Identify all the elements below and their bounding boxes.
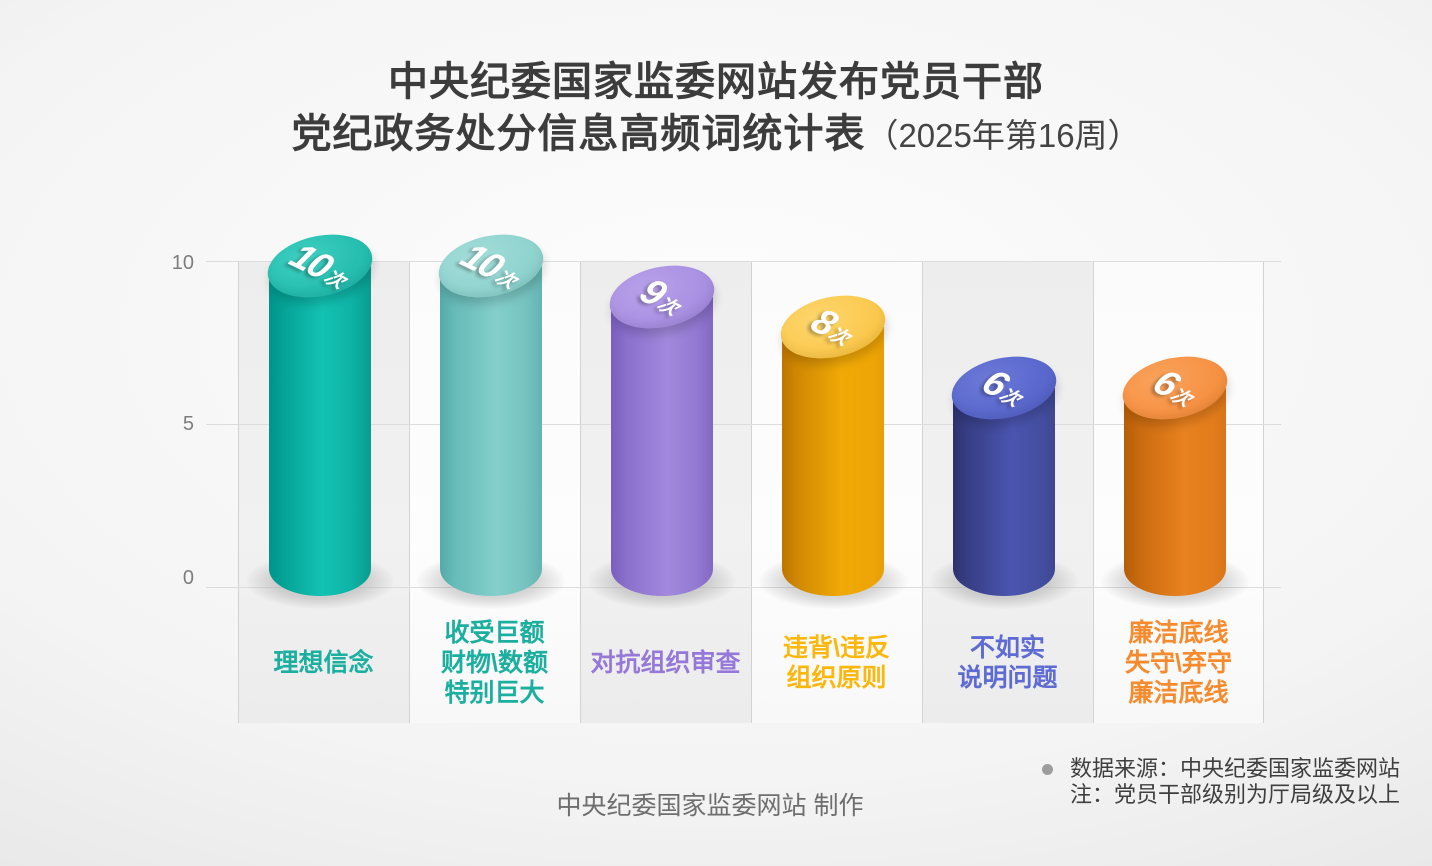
bar-value: 10次 (453, 236, 529, 297)
bar-value: 9次 (632, 271, 691, 324)
footer-credit: 中央纪委国家监委网站 制作 (556, 792, 864, 820)
cylinder-body (440, 266, 542, 596)
bullet-icon (1042, 764, 1053, 775)
gridline-10 (206, 261, 1281, 262)
cylinder-body (782, 327, 884, 596)
cylinder-body (1124, 388, 1226, 596)
cylinder-body (611, 297, 713, 596)
cylinder-body (953, 388, 1055, 596)
cylinder-body (269, 266, 371, 596)
y-axis-tick-10: 10 (171, 252, 194, 274)
title-period: （2025年第16周） (865, 117, 1141, 154)
y-axis-tick-0: 0 (182, 567, 194, 589)
category-label-6: 廉洁底线 失守\弃守 廉洁底线 (1125, 619, 1232, 707)
bar-value: 10次 (282, 236, 358, 297)
gridline-5 (206, 424, 1281, 425)
category-label-4: 违背\违反 组织原则 (783, 634, 890, 692)
source-note-block: 数据来源：中央纪委国家监委网站 注：党员干部级别为厅局级及以上 (1070, 756, 1400, 808)
bar-value: 6次 (1145, 362, 1204, 415)
source-line: 数据来源：中央纪委国家监委网站 (1070, 756, 1401, 781)
bar-value: 8次 (803, 301, 862, 354)
title-line-2-text: 党纪政务处分信息高频词统计表 (291, 112, 866, 156)
bar-value: 6次 (974, 362, 1033, 415)
title-line-1: 中央纪委国家监委网站发布党员干部 (388, 60, 1044, 104)
y-axis-tick-5: 5 (182, 413, 194, 435)
note-line: 注：党员干部级别为厅局级及以上 (1070, 782, 1401, 807)
title-line-2: 党纪政务处分信息高频词统计表（2025年第16周） (0, 108, 1432, 162)
gridline-0 (206, 587, 1281, 588)
category-label-1: 理想信念 (273, 649, 374, 677)
category-label-3: 对抗组织审查 (590, 649, 741, 677)
category-label-5: 不如实 说明问题 (957, 634, 1058, 692)
category-label-2: 收受巨额 财物\数额 特别巨大 (441, 619, 548, 707)
page-title: 中央纪委国家监委网站发布党员干部 党纪政务处分信息高频词统计表（2025年第16… (0, 56, 1432, 162)
